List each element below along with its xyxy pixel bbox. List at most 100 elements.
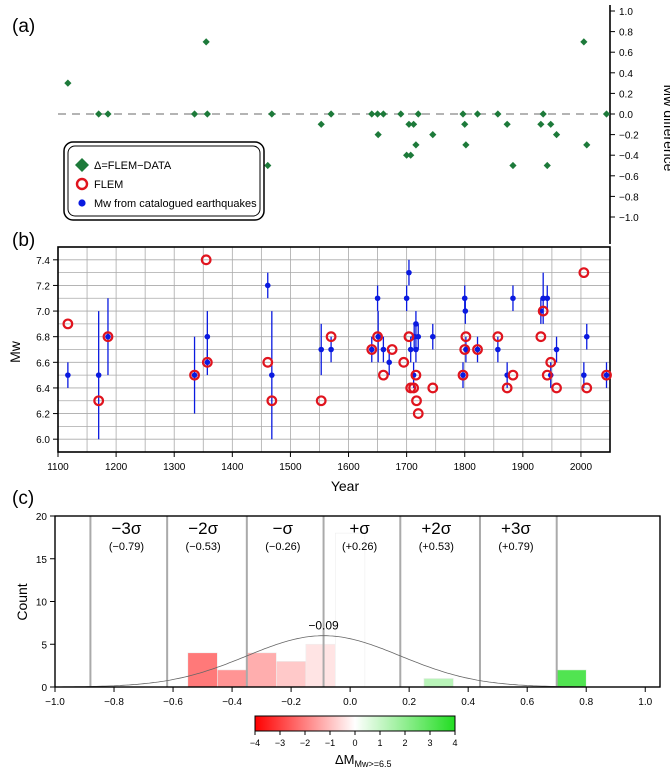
delta-point <box>407 151 415 159</box>
panel-a-ytick-label: −0.6 <box>619 172 639 183</box>
flem-point <box>457 369 469 381</box>
delta-point <box>462 141 470 149</box>
panel-c-plot: −3σ (−0.79) −2σ (−0.53) −σ (−0.26) +σ (+0.26) +2… <box>36 512 661 708</box>
colorbar-tick-label: −1 <box>325 738 335 748</box>
flem-point <box>398 356 410 368</box>
mw-point <box>460 372 466 378</box>
mw-point <box>413 346 419 353</box>
mw-point <box>474 346 481 353</box>
panel-c-xtick-label: 0.4 <box>461 697 475 708</box>
legend-dot-marker <box>78 199 86 207</box>
mw-point <box>403 295 410 302</box>
flem-point <box>601 369 612 381</box>
flem-point <box>200 254 212 266</box>
delta-point <box>405 120 413 128</box>
mw-point <box>463 346 469 353</box>
mw-point <box>413 321 419 327</box>
panel-c-ytick-label: 10 <box>36 598 48 609</box>
legend-entry-mw: Mw from catalogued earthquakes <box>94 198 257 210</box>
delta-point <box>552 131 561 139</box>
panel-b-xtick-label: 1400 <box>221 462 244 473</box>
colorbar-tick-label: −3 <box>275 738 285 748</box>
mw-point <box>368 346 375 353</box>
colorbar-tick-label: 3 <box>427 738 432 748</box>
mw-point <box>544 295 551 302</box>
mw-point <box>386 359 393 366</box>
panel-a-ytick-label: −0.2 <box>619 131 639 142</box>
histogram-bar <box>305 643 336 688</box>
flem-point <box>472 344 483 355</box>
panel-c-xtick-label: 0.8 <box>579 697 593 708</box>
delta-point <box>190 110 199 118</box>
panel-c-xtick-label: −0.2 <box>281 697 301 708</box>
colorbar-tick-label: 2 <box>402 738 407 748</box>
delta-point <box>602 110 611 118</box>
delta-point <box>583 141 591 149</box>
sigma-value: (−0.26) <box>265 541 300 553</box>
panel-b-label: (b) <box>12 230 35 251</box>
flem-point <box>377 369 389 381</box>
delta-point <box>459 110 467 118</box>
mw-point <box>65 372 71 378</box>
sigma-value: (−0.79) <box>109 541 144 553</box>
legend-entry-delta: Δ=FLEM−DATA <box>94 160 172 172</box>
panel-c-ytick-label: 15 <box>36 555 48 566</box>
panel-b-ytick-label: 6.2 <box>36 410 50 421</box>
mw-point <box>406 269 412 276</box>
mw-point <box>318 346 325 353</box>
flem-point <box>411 395 422 407</box>
colorbar-tick-label: 1 <box>377 738 382 748</box>
colorbar-label: ΔMMw>=6.5 <box>335 752 392 769</box>
sigma-label: +2σ <box>421 519 451 538</box>
delta-point <box>104 110 112 118</box>
delta-point <box>203 110 211 118</box>
delta-point <box>473 110 482 118</box>
flem-point <box>537 305 549 317</box>
panel-b-ytick-label: 7.2 <box>36 281 50 292</box>
delta-point <box>503 120 511 128</box>
panel-b-xlabel: Year <box>331 478 360 494</box>
flem-point <box>578 267 590 279</box>
panel-b-xtick-label: 1700 <box>396 462 419 473</box>
sigma-value: (+0.53) <box>419 541 454 553</box>
panel-a-ytick-label: 0.0 <box>619 110 633 121</box>
delta-point <box>547 120 555 128</box>
delta-point <box>494 110 502 118</box>
colorbar: −4 −3 −2 −1 0 1 2 3 4 <box>250 715 458 748</box>
flem-point <box>545 356 557 368</box>
flem-point <box>386 344 398 355</box>
panel-b-xtick-label: 1500 <box>279 462 302 473</box>
delta-point <box>95 110 103 118</box>
sigma-label: +σ <box>349 519 370 538</box>
mw-point <box>204 359 211 366</box>
delta-point <box>410 120 418 128</box>
flem-point <box>507 369 519 381</box>
mw-point <box>264 282 271 289</box>
delta-point <box>327 110 335 118</box>
panel-c-xtick-label: 1.0 <box>638 697 652 708</box>
mw-point <box>510 295 516 302</box>
panel-a-label: (a) <box>12 16 35 37</box>
mw-point <box>380 346 387 353</box>
panel-a-ytick-label: −0.4 <box>619 151 639 162</box>
flem-point <box>315 395 327 407</box>
flem-point <box>408 382 420 394</box>
flem-point <box>403 331 415 343</box>
colorbar-tick-label: −4 <box>250 738 260 748</box>
mw-point <box>95 372 102 378</box>
delta-point <box>543 161 551 170</box>
sigma-label: −3σ <box>111 519 141 538</box>
panel-b-ytick-label: 7.4 <box>36 256 50 267</box>
flem-point <box>535 331 547 343</box>
sigma-value: (−0.53) <box>186 541 221 553</box>
colorbar-gradient <box>254 715 456 732</box>
delta-point <box>264 161 272 170</box>
histogram-bar <box>187 652 218 688</box>
panel-c-xtick-label: 0.0 <box>343 697 357 708</box>
panel-b-xtick-label: 1900 <box>512 462 535 473</box>
delta-point <box>414 110 422 118</box>
flem-point <box>551 382 562 394</box>
delta-point <box>539 110 547 118</box>
mw-point <box>191 372 198 378</box>
